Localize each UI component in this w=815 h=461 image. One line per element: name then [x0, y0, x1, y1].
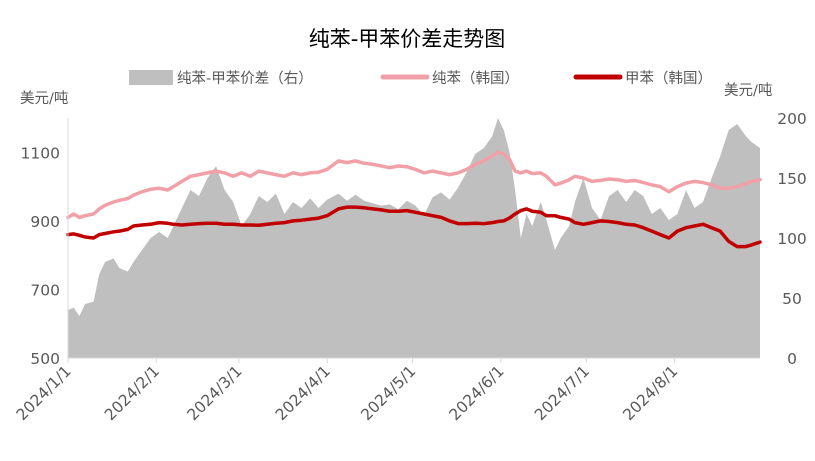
- left-y-tick-label: 1100: [21, 144, 60, 162]
- left-y-tick-label: 700: [30, 281, 60, 299]
- right-y-tick-label: 0: [787, 350, 797, 368]
- x-tick-label: 2024/3/1: [184, 362, 246, 424]
- legend-label-spread: 纯苯-甲苯价差（右）: [177, 70, 313, 87]
- legend-label-toluene: 甲苯（韩国）: [625, 70, 712, 87]
- x-tick-label: 2024/1/1: [13, 362, 75, 424]
- right-axis-unit: 美元/吨: [724, 82, 772, 99]
- left-y-tick-label: 500: [30, 350, 60, 368]
- left-y-tick-label: 900: [30, 213, 60, 231]
- right-y-tick-label: 50: [782, 290, 802, 308]
- left-axis-unit: 美元/吨: [20, 90, 68, 107]
- legend-item-spread: 纯苯-甲苯价差（右）: [129, 70, 313, 87]
- x-tick-label: 2024/2/1: [101, 362, 163, 424]
- series-benzene-line: [66, 150, 762, 220]
- right-y-tick-label: 100: [777, 230, 807, 248]
- legend-label-benzene: 纯苯（韩国）: [432, 70, 519, 87]
- right-y-tick-label: 150: [777, 170, 807, 188]
- legend-swatch-spread: [129, 70, 173, 85]
- series-toluene-line: [66, 205, 762, 249]
- x-tick-label: 2024/7/1: [531, 362, 593, 424]
- right-y-tick-label: 200: [777, 110, 807, 128]
- right-y-ticks: 0 50 100 150 200: [777, 110, 807, 368]
- x-tick-label: 2024/5/1: [357, 362, 419, 424]
- chart-title: 纯苯-甲苯价差走势图: [309, 27, 506, 51]
- x-tick-label: 2024/4/1: [272, 362, 334, 424]
- price-lines-layer: [66, 150, 762, 249]
- x-tick-label: 2024/6/1: [446, 362, 508, 424]
- legend-item-toluene: 甲苯（韩国）: [573, 70, 712, 87]
- left-y-ticks: 500 700 900 1100: [21, 144, 60, 368]
- spread-area-layer: [68, 118, 760, 358]
- legend: 纯苯-甲苯价差（右） 纯苯（韩国） 甲苯（韩国）: [129, 70, 712, 87]
- series-spread-area: [68, 118, 760, 358]
- x-ticks: 2024/1/1 2024/2/1 2024/3/1 2024/4/1 2024/5/1…: [13, 358, 681, 424]
- legend-item-benzene: 纯苯（韩国）: [380, 70, 519, 87]
- x-tick-label: 2024/8/1: [619, 362, 681, 424]
